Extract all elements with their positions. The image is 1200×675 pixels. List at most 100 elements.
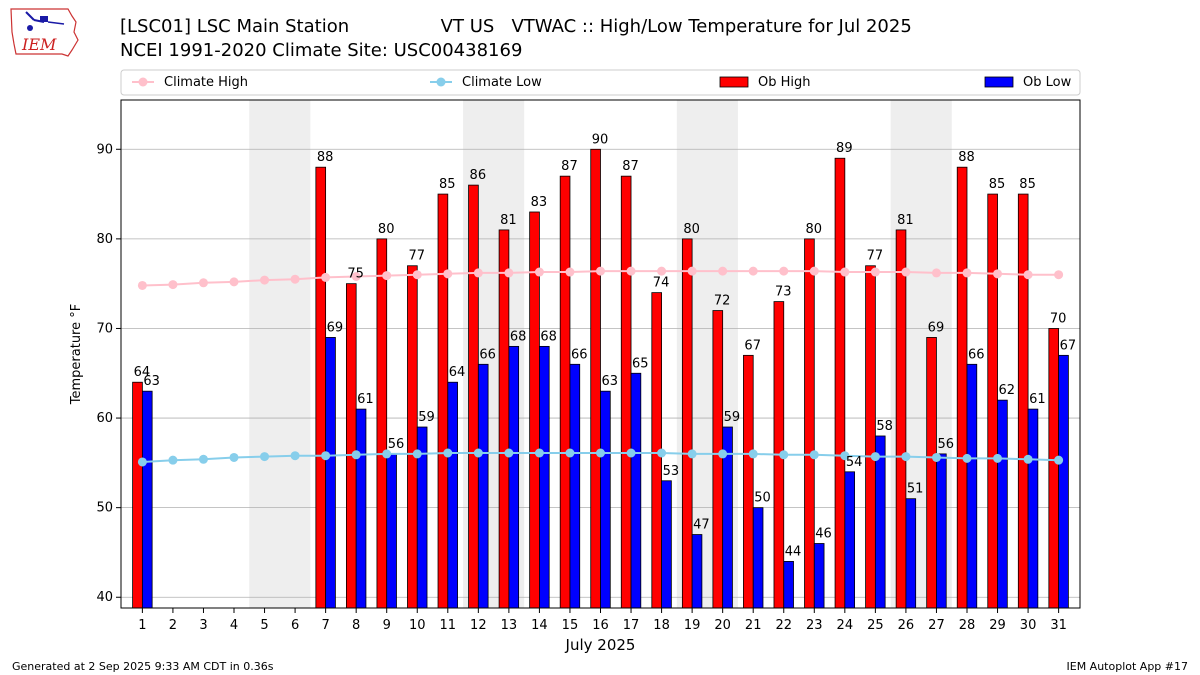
climate-high-point [596, 266, 605, 276]
legend-bar-swatch [984, 76, 1014, 88]
ob-low-bar [539, 345, 550, 609]
ob-high-bar [132, 381, 143, 609]
ob-low-label: 67 [1060, 338, 1077, 353]
climate-high-point [840, 267, 850, 277]
ob-high-label: 90 [592, 132, 609, 147]
chart-title-line-1: [LSC01] LSC Main Station VT US VTWAC :: … [120, 16, 912, 37]
ob-low-bar [874, 435, 886, 609]
ob-high-bar [926, 337, 937, 609]
ob-low-bar [691, 534, 703, 609]
x-tick-label: 13 [501, 618, 518, 633]
x-tick-label: 5 [260, 618, 268, 633]
ob-low-bar [844, 471, 856, 609]
ob-low-bar [386, 453, 397, 609]
climate-high-point [443, 269, 453, 279]
ob-low-bar [325, 337, 336, 609]
climate-low-point [443, 448, 453, 458]
climate-low-point [260, 452, 270, 462]
climate-high-point [809, 266, 819, 276]
ob-high-label: 87 [622, 159, 639, 174]
ob-low-label: 66 [479, 347, 496, 362]
ob-low-bar [477, 363, 489, 609]
x-tick-label: 23 [806, 618, 823, 633]
x-tick-label: 8 [352, 618, 360, 633]
x-tick-label: 27 [928, 618, 945, 633]
climate-low-point [565, 448, 575, 458]
climate-high-point [718, 266, 728, 276]
chart-title-line-2: NCEI 1991-2020 Climate Site: USC00438169 [120, 40, 523, 61]
legend-marker [436, 77, 446, 87]
ob-high-label: 77 [408, 249, 425, 264]
ob-high-bar [315, 166, 327, 609]
climate-high-point [137, 280, 147, 290]
climate-high-point [993, 269, 1003, 279]
ob-low-bar [752, 507, 764, 609]
ob-low-label: 69 [327, 320, 344, 335]
climate-low-point [290, 451, 300, 461]
climate-high-point [626, 266, 636, 276]
ob-high-bar [437, 193, 449, 609]
climate-high-point [351, 272, 361, 282]
ob-low-bar [508, 345, 520, 609]
climate-low-point [657, 448, 667, 458]
ob-high-label: 80 [378, 222, 395, 237]
climate-high-point [260, 275, 270, 285]
ob-low-label: 61 [357, 392, 374, 407]
climate-low-point [351, 450, 361, 460]
x-tick-label: 18 [653, 618, 670, 633]
climate-low-point [473, 448, 483, 458]
climate-high-point [870, 267, 880, 277]
x-tick-label: 26 [898, 618, 915, 633]
x-tick-label: 24 [837, 618, 854, 633]
x-tick-label: 21 [745, 618, 762, 633]
climate-low-point [229, 452, 239, 462]
x-tick-label: 28 [959, 618, 976, 633]
ob-high-label: 85 [989, 177, 1006, 192]
ob-low-bar [997, 399, 1008, 609]
x-tick-label: 25 [867, 618, 884, 633]
weather-station-icon [25, 11, 65, 31]
ob-low-bar [813, 543, 825, 609]
y-axis: 40 50 60 70 80 90 [96, 142, 121, 605]
ob-high-label: 77 [867, 249, 884, 264]
x-tick-label: 16 [592, 618, 609, 633]
climate-low-point [137, 457, 147, 467]
x-tick-label: 10 [409, 618, 426, 633]
ob-low-label: 61 [1029, 392, 1046, 407]
climate-low-point [626, 448, 636, 458]
ob-low-label: 64 [449, 365, 466, 380]
legend-bar-swatch [719, 76, 749, 88]
ob-low-bar [966, 363, 978, 609]
climate-low-point [809, 450, 819, 460]
y-tick-label: 50 [96, 501, 113, 516]
ob-high-label: 88 [317, 150, 334, 165]
climate-high-point [290, 274, 300, 284]
ob-low-bar [447, 381, 458, 609]
climate-low-point [1023, 454, 1033, 464]
ob-low-bar [600, 390, 611, 609]
climate-high-point [962, 268, 972, 278]
ob-high-bar [743, 354, 754, 609]
ob-low-label: 58 [876, 419, 893, 434]
climate-high-point [565, 267, 575, 277]
ob-high-bar [804, 238, 815, 609]
ob-high-bar [498, 229, 510, 609]
bar-value-labels: 64 88 75 80 77 85 86 81 83 87 90 87 74 80 72 67 73 80 89 77… [134, 132, 1077, 559]
ob-low-label: 65 [632, 356, 649, 371]
ob-high-label: 81 [897, 213, 914, 228]
ob-high-bar [681, 238, 693, 609]
ob-low-label: 54 [846, 455, 863, 470]
x-axis: 1 2 3 4 5 6 7 8 9 10 11 12 13 14 15 16 17 18 19 20 21 22 23 24 2… [138, 608, 1067, 633]
ob-high-label: 69 [928, 320, 945, 335]
ob-high-label: 83 [531, 195, 548, 210]
x-tick-label: 30 [1020, 618, 1037, 633]
ob-high-label: 81 [500, 213, 517, 228]
x-axis-label: July 2025 [565, 636, 636, 654]
climate-high-point [473, 268, 483, 278]
climate-high-point [657, 266, 667, 276]
y-axis-label: Temperature °F [69, 304, 84, 405]
ob-high-label: 72 [714, 294, 731, 309]
ob-high-bar [865, 265, 876, 609]
x-tick-label: 29 [989, 618, 1006, 633]
x-tick-label: 15 [562, 618, 579, 633]
